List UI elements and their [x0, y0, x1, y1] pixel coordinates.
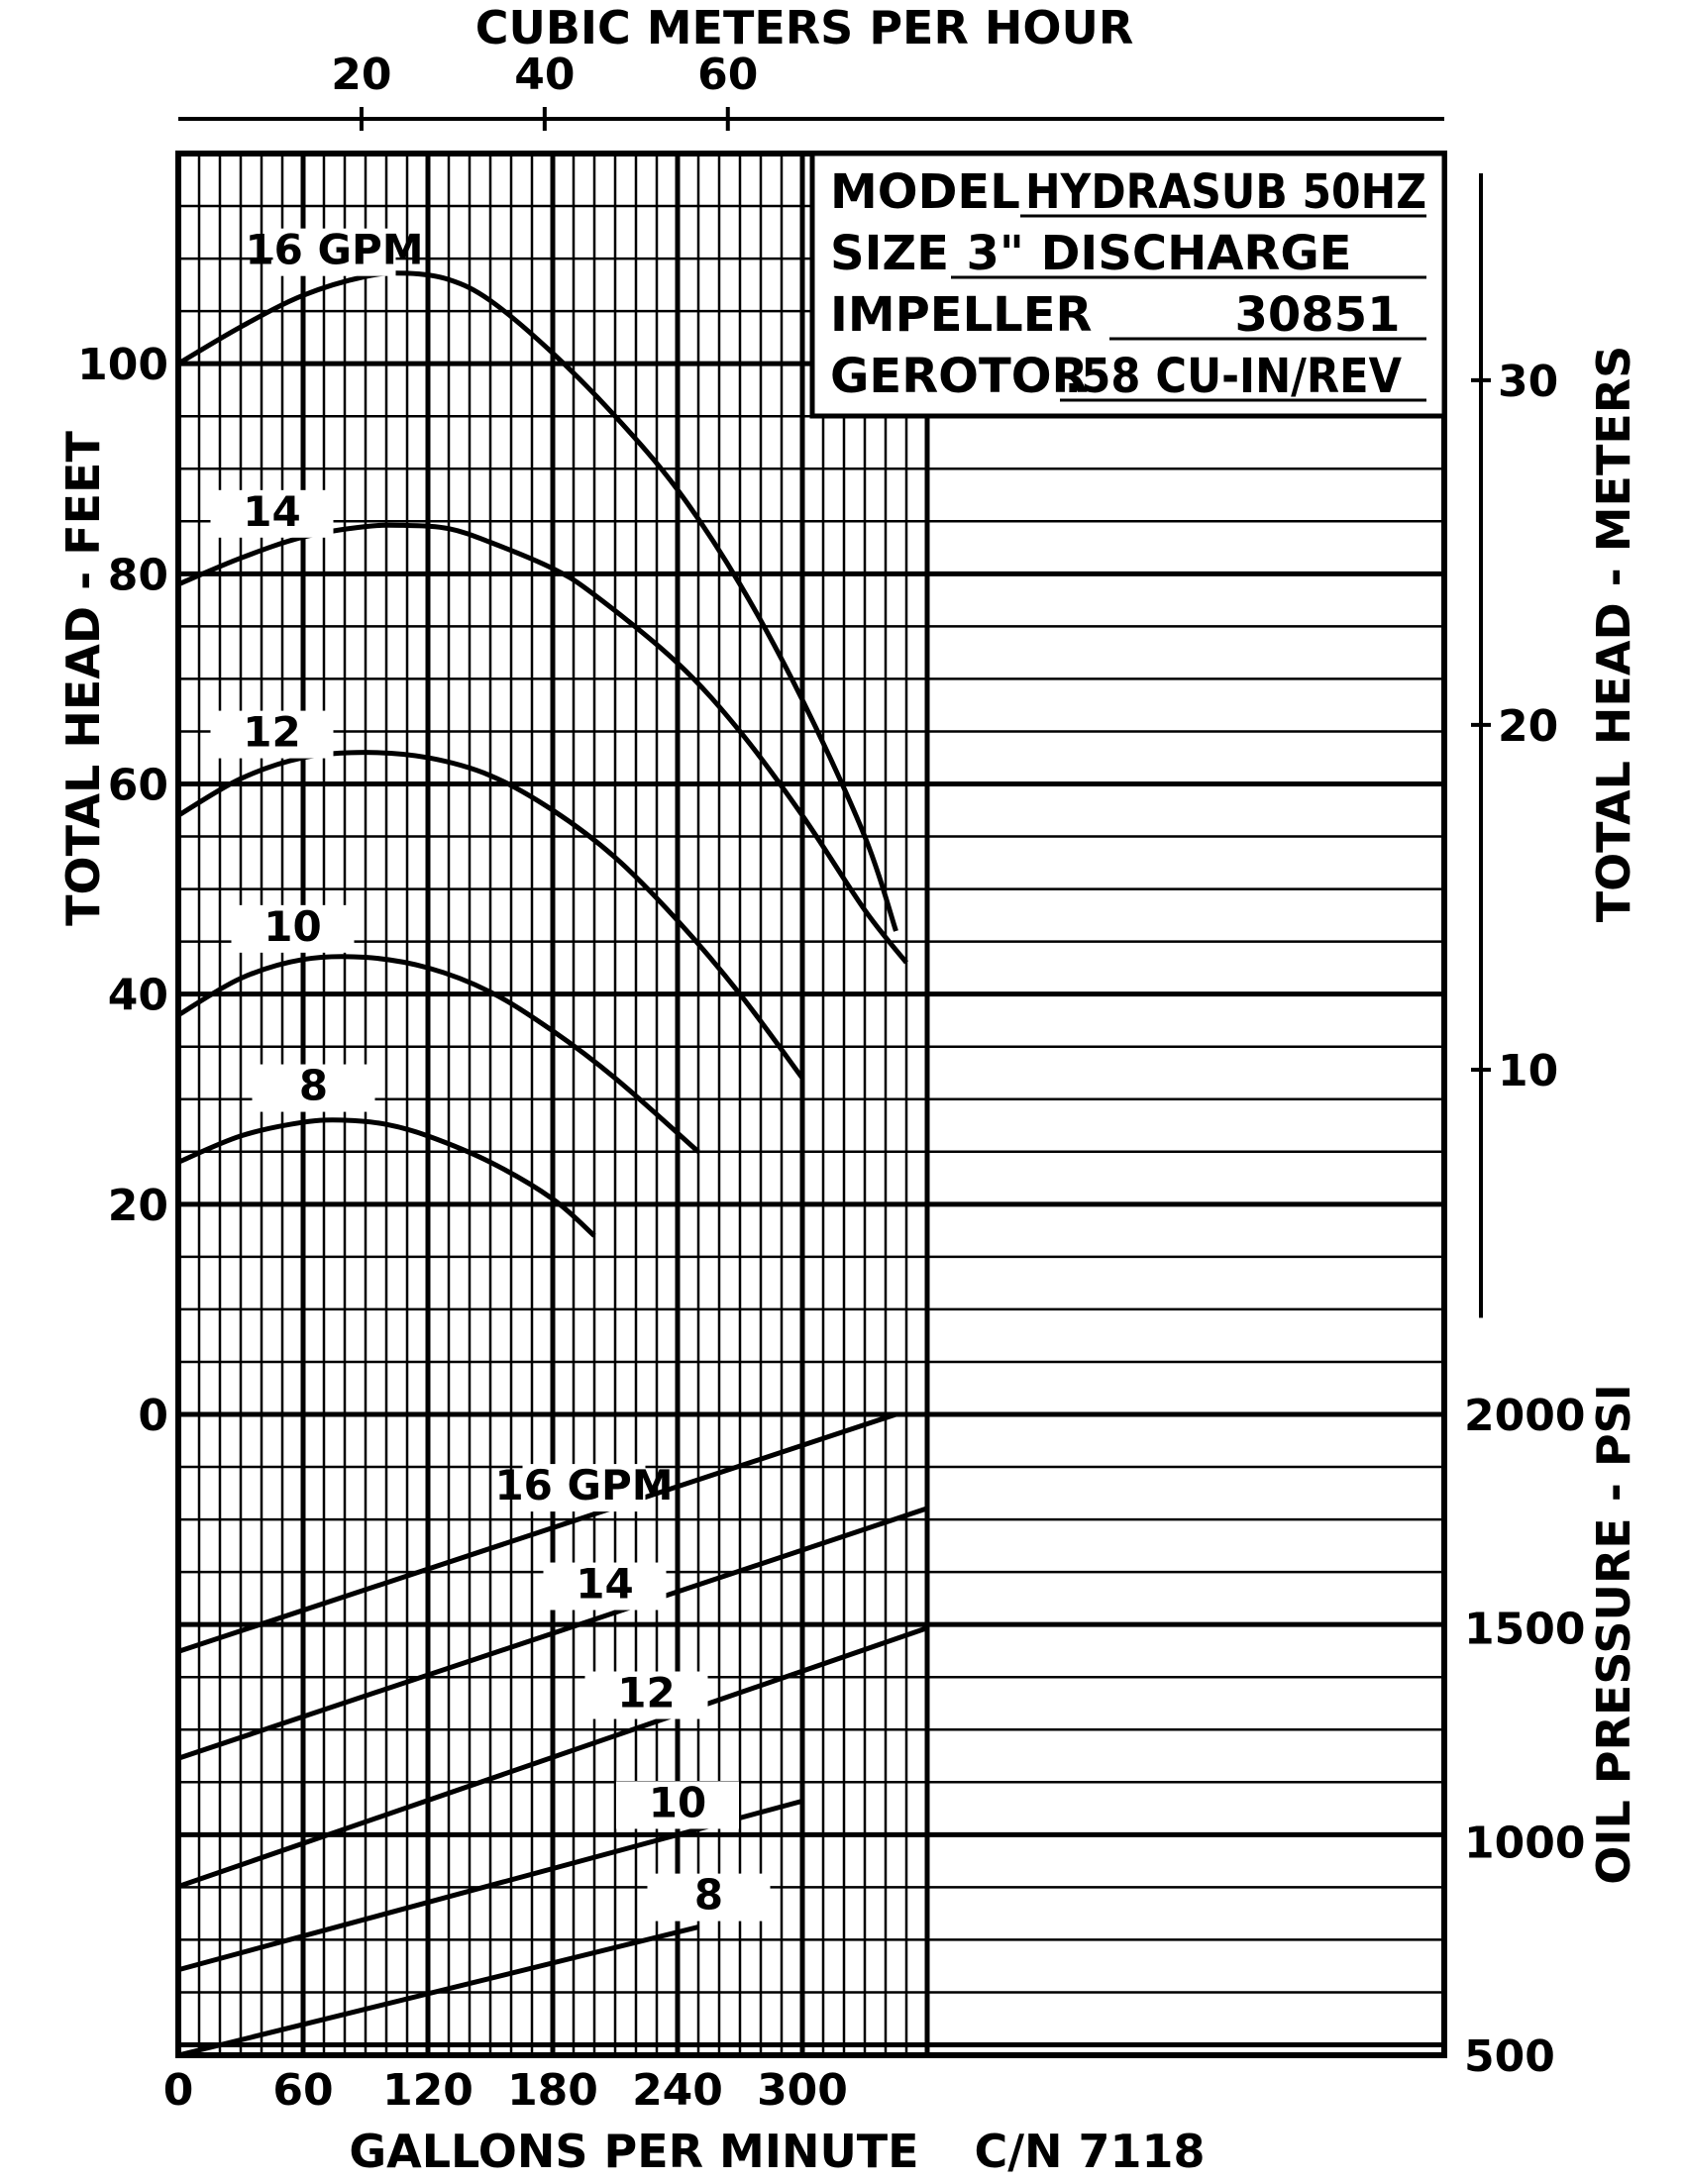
y-tick-label-psi: 1000 — [1464, 1818, 1585, 1868]
pressure-line — [177, 1798, 803, 1973]
gerotor-value: .58 CU-IN/REV — [1065, 349, 1402, 404]
top-axis-tick-label: 20 — [331, 50, 391, 100]
head-curve-label: 8 — [299, 1062, 328, 1110]
x-axis-title: GALLONS PER MINUTE — [349, 2125, 918, 2178]
pressure-line-label-bg — [616, 1781, 739, 1829]
pressure-line-label-bg — [647, 1873, 771, 1922]
y-tick-label-meters: 30 — [1498, 357, 1558, 407]
series: 16 GPM 14 12 10 8 16 GPM 14 12 10 8 — [176, 226, 928, 2058]
head-curve — [176, 750, 805, 1081]
pressure-line-label: 8 — [694, 1871, 723, 1920]
head-curve — [177, 1117, 596, 1238]
head-curve — [176, 270, 898, 932]
head-curve — [176, 954, 700, 1154]
pressure-line — [177, 1924, 699, 2058]
head-curve-label: 12 — [243, 708, 300, 757]
model-label: MODEL — [830, 164, 1020, 220]
pressure-line — [177, 1411, 897, 1654]
impeller-label: IMPELLER — [830, 287, 1093, 343]
pressure-line-label-bg — [543, 1562, 667, 1611]
y-tick-label-feet: 80 — [108, 550, 168, 600]
catalog-number: C/N 7118 — [974, 2125, 1205, 2178]
pressure-line-label: 10 — [649, 1778, 706, 1826]
impeller-value: 30851 — [1235, 287, 1401, 343]
y-tick-label-meters: 10 — [1498, 1046, 1558, 1096]
x-tick-label: 240 — [632, 2065, 723, 2116]
y-tick-label-feet: 0 — [138, 1391, 168, 1441]
x-tick-label: 300 — [757, 2065, 848, 2116]
axes: 20 40 60 0 60 120 180 240 300 0 20 40 60 80 100 10 20 30 5… — [77, 50, 1585, 2116]
head-curve-label: 10 — [263, 902, 321, 951]
head-curve-label-bg — [272, 228, 396, 276]
y-tick-label-psi: 500 — [1464, 2031, 1555, 2082]
x-tick-label: 180 — [507, 2065, 598, 2116]
y-tick-label-feet: 100 — [77, 340, 168, 390]
pressure-line-label: 16 GPM — [494, 1461, 673, 1509]
pressure-line — [177, 1625, 928, 1889]
size-value: 3" DISCHARGE — [966, 226, 1351, 281]
top-axis-tick-label: 60 — [697, 50, 758, 100]
head-curve-label-bg — [210, 489, 334, 538]
y-tick-label-psi: 1500 — [1464, 1605, 1585, 1655]
y-tick-label-psi: 2000 — [1464, 1391, 1585, 1441]
pressure-line-label-bg — [522, 1464, 646, 1512]
pressure-line — [177, 1506, 928, 1761]
x-tick-label: 120 — [382, 2065, 474, 2116]
y-tick-label-meters: 20 — [1498, 701, 1558, 752]
y-tick-label-feet: 40 — [108, 971, 168, 1021]
right-axis-title-pressure: OIL PRESSURE - PSI — [1587, 1384, 1640, 1885]
pressure-line-label: 12 — [617, 1669, 675, 1717]
head-curve-label-bg — [231, 904, 355, 953]
head-curve-label-bg — [252, 1064, 375, 1112]
model-value: HYDRASUB 50HZ — [1025, 164, 1426, 220]
top-axis-title: CUBIC METERS PER HOUR — [475, 1, 1134, 54]
model-info-box: MODEL HYDRASUB 50HZ SIZE 3" DISCHARGE IM… — [809, 151, 1447, 419]
pressure-line-label: 14 — [576, 1560, 633, 1609]
y-tick-label-feet: 60 — [108, 761, 168, 811]
left-axis-title: TOTAL HEAD - FEET — [56, 431, 110, 926]
head-curve-label-bg — [210, 710, 334, 759]
right-axis-title-head: TOTAL HEAD - METERS — [1587, 346, 1640, 923]
head-curve-label: 14 — [243, 487, 300, 536]
size-label: SIZE — [830, 226, 949, 281]
top-axis-tick-label: 40 — [514, 50, 575, 100]
head-curve-label: 16 GPM — [245, 226, 423, 274]
x-tick-label: 0 — [163, 2065, 194, 2116]
gerotor-label: GEROTOR — [830, 349, 1088, 404]
model-info-frame — [809, 151, 1447, 419]
pressure-line-label-bg — [584, 1671, 708, 1719]
x-tick-label: 60 — [272, 2065, 333, 2116]
y-tick-label-feet: 20 — [108, 1181, 168, 1231]
